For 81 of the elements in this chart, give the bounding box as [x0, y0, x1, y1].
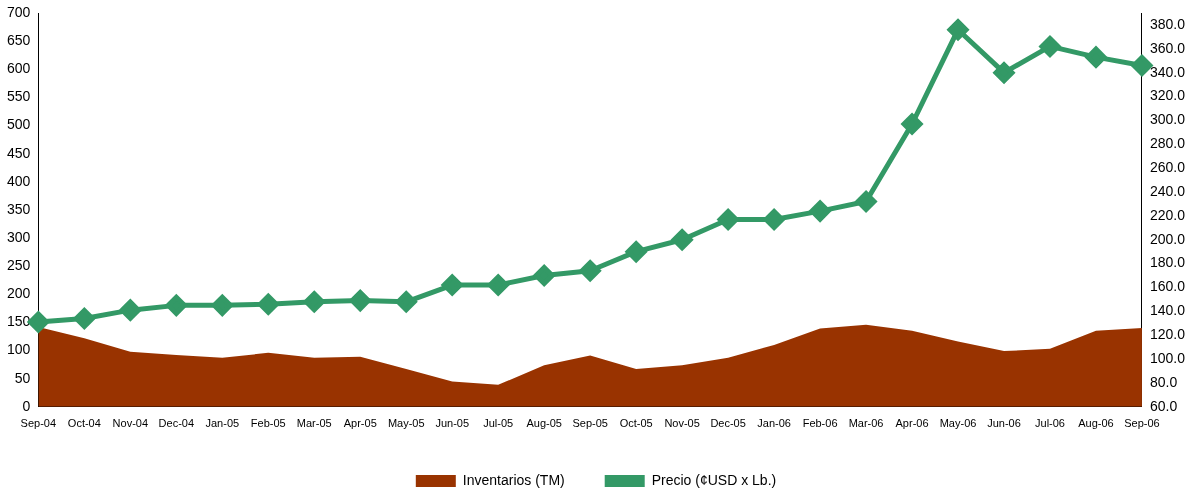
- y-tick-label: 200: [7, 285, 31, 302]
- y2-tick-label: 320.0: [1149, 87, 1186, 104]
- x-tick-label: Oct-05: [619, 417, 653, 430]
- legend-label: Inventarios (TM): [462, 471, 565, 488]
- x-tick-label: Sep-04: [20, 417, 57, 430]
- x-tick-label: Jun-06: [987, 417, 1021, 430]
- point: [303, 291, 325, 313]
- y2-tick-label: 360.0: [1149, 39, 1186, 56]
- y-tick-label: 50: [14, 369, 31, 386]
- x-tick-label: Apr-06: [895, 417, 929, 430]
- point: [1039, 35, 1061, 57]
- x-tick-label: Mar-06: [848, 417, 884, 430]
- point: [73, 307, 95, 329]
- point: [579, 260, 601, 282]
- point: [211, 294, 233, 316]
- x-tick-label: Jan-05: [205, 417, 240, 430]
- x-tick-label: Oct-04: [67, 417, 101, 430]
- y-tick-label: 650: [7, 31, 31, 48]
- point: [533, 265, 555, 287]
- y-tick-label: 250: [7, 257, 31, 274]
- x-tick-label: Mar-05: [296, 417, 332, 430]
- y2-tick-label: 240.0: [1149, 182, 1186, 199]
- point: [671, 229, 693, 251]
- x-tick-label: Jul-05: [483, 417, 514, 430]
- point: [441, 274, 463, 296]
- x-tick-label: Jan-06: [757, 417, 791, 430]
- point: [763, 208, 785, 230]
- point: [993, 62, 1015, 84]
- x-tick-label: Nov-05: [664, 417, 700, 430]
- y2-tick-label: 220.0: [1149, 206, 1186, 223]
- y-tick-label: 400: [7, 172, 31, 189]
- point: [395, 291, 417, 313]
- y2-tick-label: 340.0: [1149, 63, 1186, 80]
- x-tick-label: Sep-05: [572, 417, 608, 430]
- y-tick-label: 300: [7, 228, 31, 245]
- y2-tick-label: 140.0: [1149, 302, 1186, 319]
- point: [855, 191, 877, 213]
- point: [119, 299, 141, 321]
- point: [947, 19, 969, 41]
- x-tick-label: Jul-06: [1035, 417, 1065, 430]
- y-tick-label: 500: [7, 116, 31, 133]
- legend-label: Precio (¢USD x Lb.): [651, 471, 777, 488]
- x-tick-label: Nov-04: [112, 417, 149, 430]
- y2-tick-label: 300.0: [1149, 111, 1186, 128]
- point: [165, 294, 187, 316]
- point: [625, 241, 647, 263]
- y-tick-label: 600: [7, 60, 31, 77]
- y2-tick-label: 160.0: [1149, 278, 1186, 295]
- y-tick-label: 100: [7, 341, 31, 358]
- y-tick-label: 450: [7, 144, 31, 161]
- point: [717, 208, 739, 230]
- x-tick-label: Jun-05: [435, 417, 470, 430]
- x-tick-label: Feb-05: [250, 417, 286, 430]
- y-tick-label: 350: [7, 200, 31, 217]
- y2-tick-label: 80.0: [1149, 373, 1178, 390]
- x-tick-label: Aug-05: [526, 417, 562, 430]
- point: [349, 290, 371, 312]
- point: [1085, 46, 1107, 68]
- x-tick-label: Aug-06: [1078, 417, 1114, 430]
- y2-tick-label: 200.0: [1149, 230, 1186, 247]
- x-tick-label: Dec-04: [158, 417, 195, 430]
- x-tick-label: Sep-06: [1124, 417, 1160, 430]
- y-tick-label: 0: [22, 397, 31, 414]
- y2-tick-label: 120.0: [1149, 326, 1186, 343]
- point: [487, 274, 509, 296]
- y2-tick-label: 180.0: [1149, 254, 1186, 271]
- x-tick-label: Feb-06: [802, 417, 838, 430]
- x-tick-label: Apr-05: [343, 417, 377, 430]
- y2-tick-label: 380.0: [1149, 15, 1186, 32]
- y2-tick-label: 280.0: [1149, 135, 1186, 152]
- y-tick-label: 700: [7, 3, 31, 20]
- x-tick-label: May-05: [387, 417, 425, 430]
- y2-tick-label: 260.0: [1149, 158, 1186, 175]
- x-tick-label: May-06: [939, 417, 977, 430]
- y2-tick-label: 100.0: [1149, 349, 1186, 366]
- point: [257, 293, 279, 315]
- point: [901, 113, 923, 135]
- y-tick-label: 550: [7, 88, 31, 105]
- y2-tick-label: 60.0: [1149, 397, 1178, 414]
- x-tick-label: Dec-05: [710, 417, 746, 430]
- point: [809, 200, 831, 222]
